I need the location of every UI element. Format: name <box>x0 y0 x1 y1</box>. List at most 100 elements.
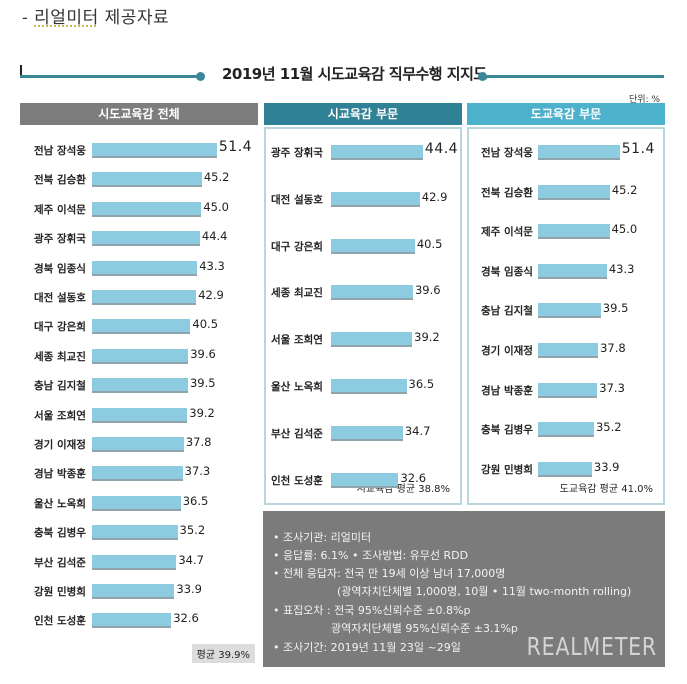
bar-value-label: 44.4 <box>201 229 228 244</box>
bar <box>92 466 183 482</box>
bar <box>331 191 420 207</box>
bar-value-label: 32.6 <box>173 611 199 626</box>
bar-category-label: 전북 김승환 <box>34 174 86 187</box>
bar-value-label: 32.6 <box>400 470 427 485</box>
bar-value-label: 39.6 <box>414 283 441 298</box>
bar <box>538 145 620 160</box>
bar-value-label: 39.5 <box>189 376 216 391</box>
bar-value-label: 39.2 <box>189 405 215 420</box>
bar <box>92 348 189 364</box>
bar-value-label: 37.8 <box>185 435 212 449</box>
info-respondents-detail: (광역자치단체별 1,000명, 10월 • 11월 two-month rol… <box>337 585 632 598</box>
bar-category-label: 울산 노옥희 <box>271 381 323 393</box>
bar-row: 경북 임종식 43.3 <box>20 258 258 280</box>
bar-category-label: 서울 조희연 <box>34 409 86 422</box>
bar-row: 제주 이석문 45.0 <box>469 221 663 243</box>
info-response-rate: • 응답률: 6.1% • 조사방법: 유무선 RDD <box>273 549 469 562</box>
bar-row: 부산 김석준 34.7 <box>266 423 460 445</box>
bar-category-label: 경기 이재정 <box>481 345 533 357</box>
bar-category-label: 부산 김석준 <box>34 556 86 569</box>
realmeter-logo: REALMETER <box>526 632 657 661</box>
bar-category-label: 경남 박종훈 <box>34 468 86 481</box>
bar-row: 인천 도성훈 32.6 <box>266 470 460 492</box>
bar-value-label: 35.2 <box>179 523 206 538</box>
bar-category-label: 대전 설동호 <box>34 292 86 304</box>
bar-value-label: 39.6 <box>190 346 216 361</box>
chart-title-bar: 2019년 11월 시도교육감 직무수행 지지도 <box>20 60 664 90</box>
bar-category-label: 인천 도성훈 <box>271 474 323 487</box>
bar <box>538 263 607 279</box>
bar <box>538 184 610 200</box>
bar <box>92 554 177 570</box>
bar-category-label: 경남 박종훈 <box>481 384 533 397</box>
bar-value-label: 40.5 <box>416 236 443 251</box>
bar-row: 대전 설동호 42.9 <box>266 189 460 211</box>
bar-value-label: 45.2 <box>203 170 230 185</box>
bar-category-label: 충남 김지철 <box>481 305 533 318</box>
bar <box>92 260 198 276</box>
panel-all-header: 시도교육감 전체 <box>20 103 258 125</box>
bar-category-label: 전북 김승환 <box>481 186 533 199</box>
bar-row: 대구 강은희 40.5 <box>20 316 258 338</box>
bar-category-label: 제주 이석문 <box>481 226 533 239</box>
panel-si-average: 시교육감 평균 38.8% <box>356 484 450 495</box>
bar-category-label: 충남 김지철 <box>34 380 86 393</box>
source-caption: - 리얼미터 제공자료 <box>22 3 169 28</box>
bar-category-label: 전남 장석웅 <box>481 147 533 159</box>
bar-row: 대구 강은희 40.5 <box>266 236 460 258</box>
bar-row: 서울 조희연 39.2 <box>266 329 460 351</box>
title-line-right <box>482 75 664 78</box>
title-dot-left <box>196 72 205 81</box>
bar-row: 전남 장석웅 51.4 <box>469 141 663 164</box>
bar-value-label: 37.3 <box>184 464 211 479</box>
title-tick-mark <box>20 65 22 78</box>
info-margin-regional: 광역자치단체별 95%신뢰수준 ±3.1%p <box>331 622 518 635</box>
bar-row: 충남 김지철 39.5 <box>469 300 663 322</box>
bar-value-label: 34.7 <box>178 552 204 567</box>
info-agency: • 조사기관: 리얼미터 <box>273 531 372 544</box>
bar-row: 전북 김승환 45.2 <box>20 169 258 191</box>
bar <box>331 285 413 301</box>
bar-row: 인천 도성훈 32.6 <box>20 610 258 632</box>
bar-category-label: 세종 최교진 <box>271 287 323 300</box>
bar <box>92 201 202 217</box>
caption-source: 리얼미터 <box>34 8 99 28</box>
bar-value-label: 36.5 <box>182 493 209 508</box>
bar-row: 울산 노옥희 36.5 <box>266 376 460 398</box>
bar-row: 경북 임종식 43.3 <box>469 261 663 283</box>
bar-row: 강원 민병희 33.9 <box>20 581 258 603</box>
info-margin-national: • 표집오차 : 전국 95%신뢰수준 ±0.8%p <box>273 604 471 617</box>
bar-row: 제주 이석문 45.0 <box>20 199 258 221</box>
survey-info-box: • 조사기관: 리얼미터 • 응답률: 6.1% • 조사방법: 유무선 RDD… <box>263 511 665 667</box>
bar-category-label: 전남 장석웅 <box>34 145 86 157</box>
bar-category-label: 울산 노옥희 <box>34 497 86 510</box>
bar <box>331 145 423 160</box>
bar-category-label: 부산 김석준 <box>271 427 323 440</box>
bar-value-label: 42.9 <box>198 288 224 302</box>
panel-si-header: 시교육감 부문 <box>264 103 462 125</box>
bar-category-label: 충북 김병우 <box>481 424 533 437</box>
bar-row: 전북 김승환 45.2 <box>469 182 663 204</box>
bar-category-label: 대구 강은희 <box>271 240 323 253</box>
bar-value-label: 42.9 <box>421 189 448 204</box>
bar-value-label: 37.3 <box>599 380 625 395</box>
bar-row: 경기 이재정 37.8 <box>20 434 258 456</box>
bar-row: 세종 최교진 39.6 <box>266 282 460 304</box>
bar <box>331 238 415 254</box>
bar-row: 경남 박종훈 37.3 <box>469 380 663 402</box>
bar <box>92 407 188 423</box>
bar-category-label: 경기 이재정 <box>34 439 86 451</box>
bar-value-label: 39.2 <box>414 330 440 345</box>
bar <box>92 378 188 394</box>
bar-category-label: 강원 민병희 <box>481 463 533 476</box>
bar-value-label: 33.9 <box>176 582 202 596</box>
bar-row: 광주 장휘국 44.4 <box>266 141 460 164</box>
panel-do-chart: 도교육감 평균 41.0% 전남 장석웅 51.4 전북 김승환 45.2 제주 이석문… <box>467 127 665 505</box>
bar-row: 서울 조희연 39.2 <box>20 405 258 427</box>
bar-value-label: 40.5 <box>192 317 219 332</box>
bar-category-label: 대전 설동호 <box>271 193 323 206</box>
bar-category-label: 강원 민병희 <box>34 586 86 598</box>
bar-row: 울산 노옥희 36.5 <box>20 493 258 515</box>
panel-all-average: 평균 39.9% <box>191 644 255 663</box>
bar-category-label: 제주 이석문 <box>34 203 86 216</box>
